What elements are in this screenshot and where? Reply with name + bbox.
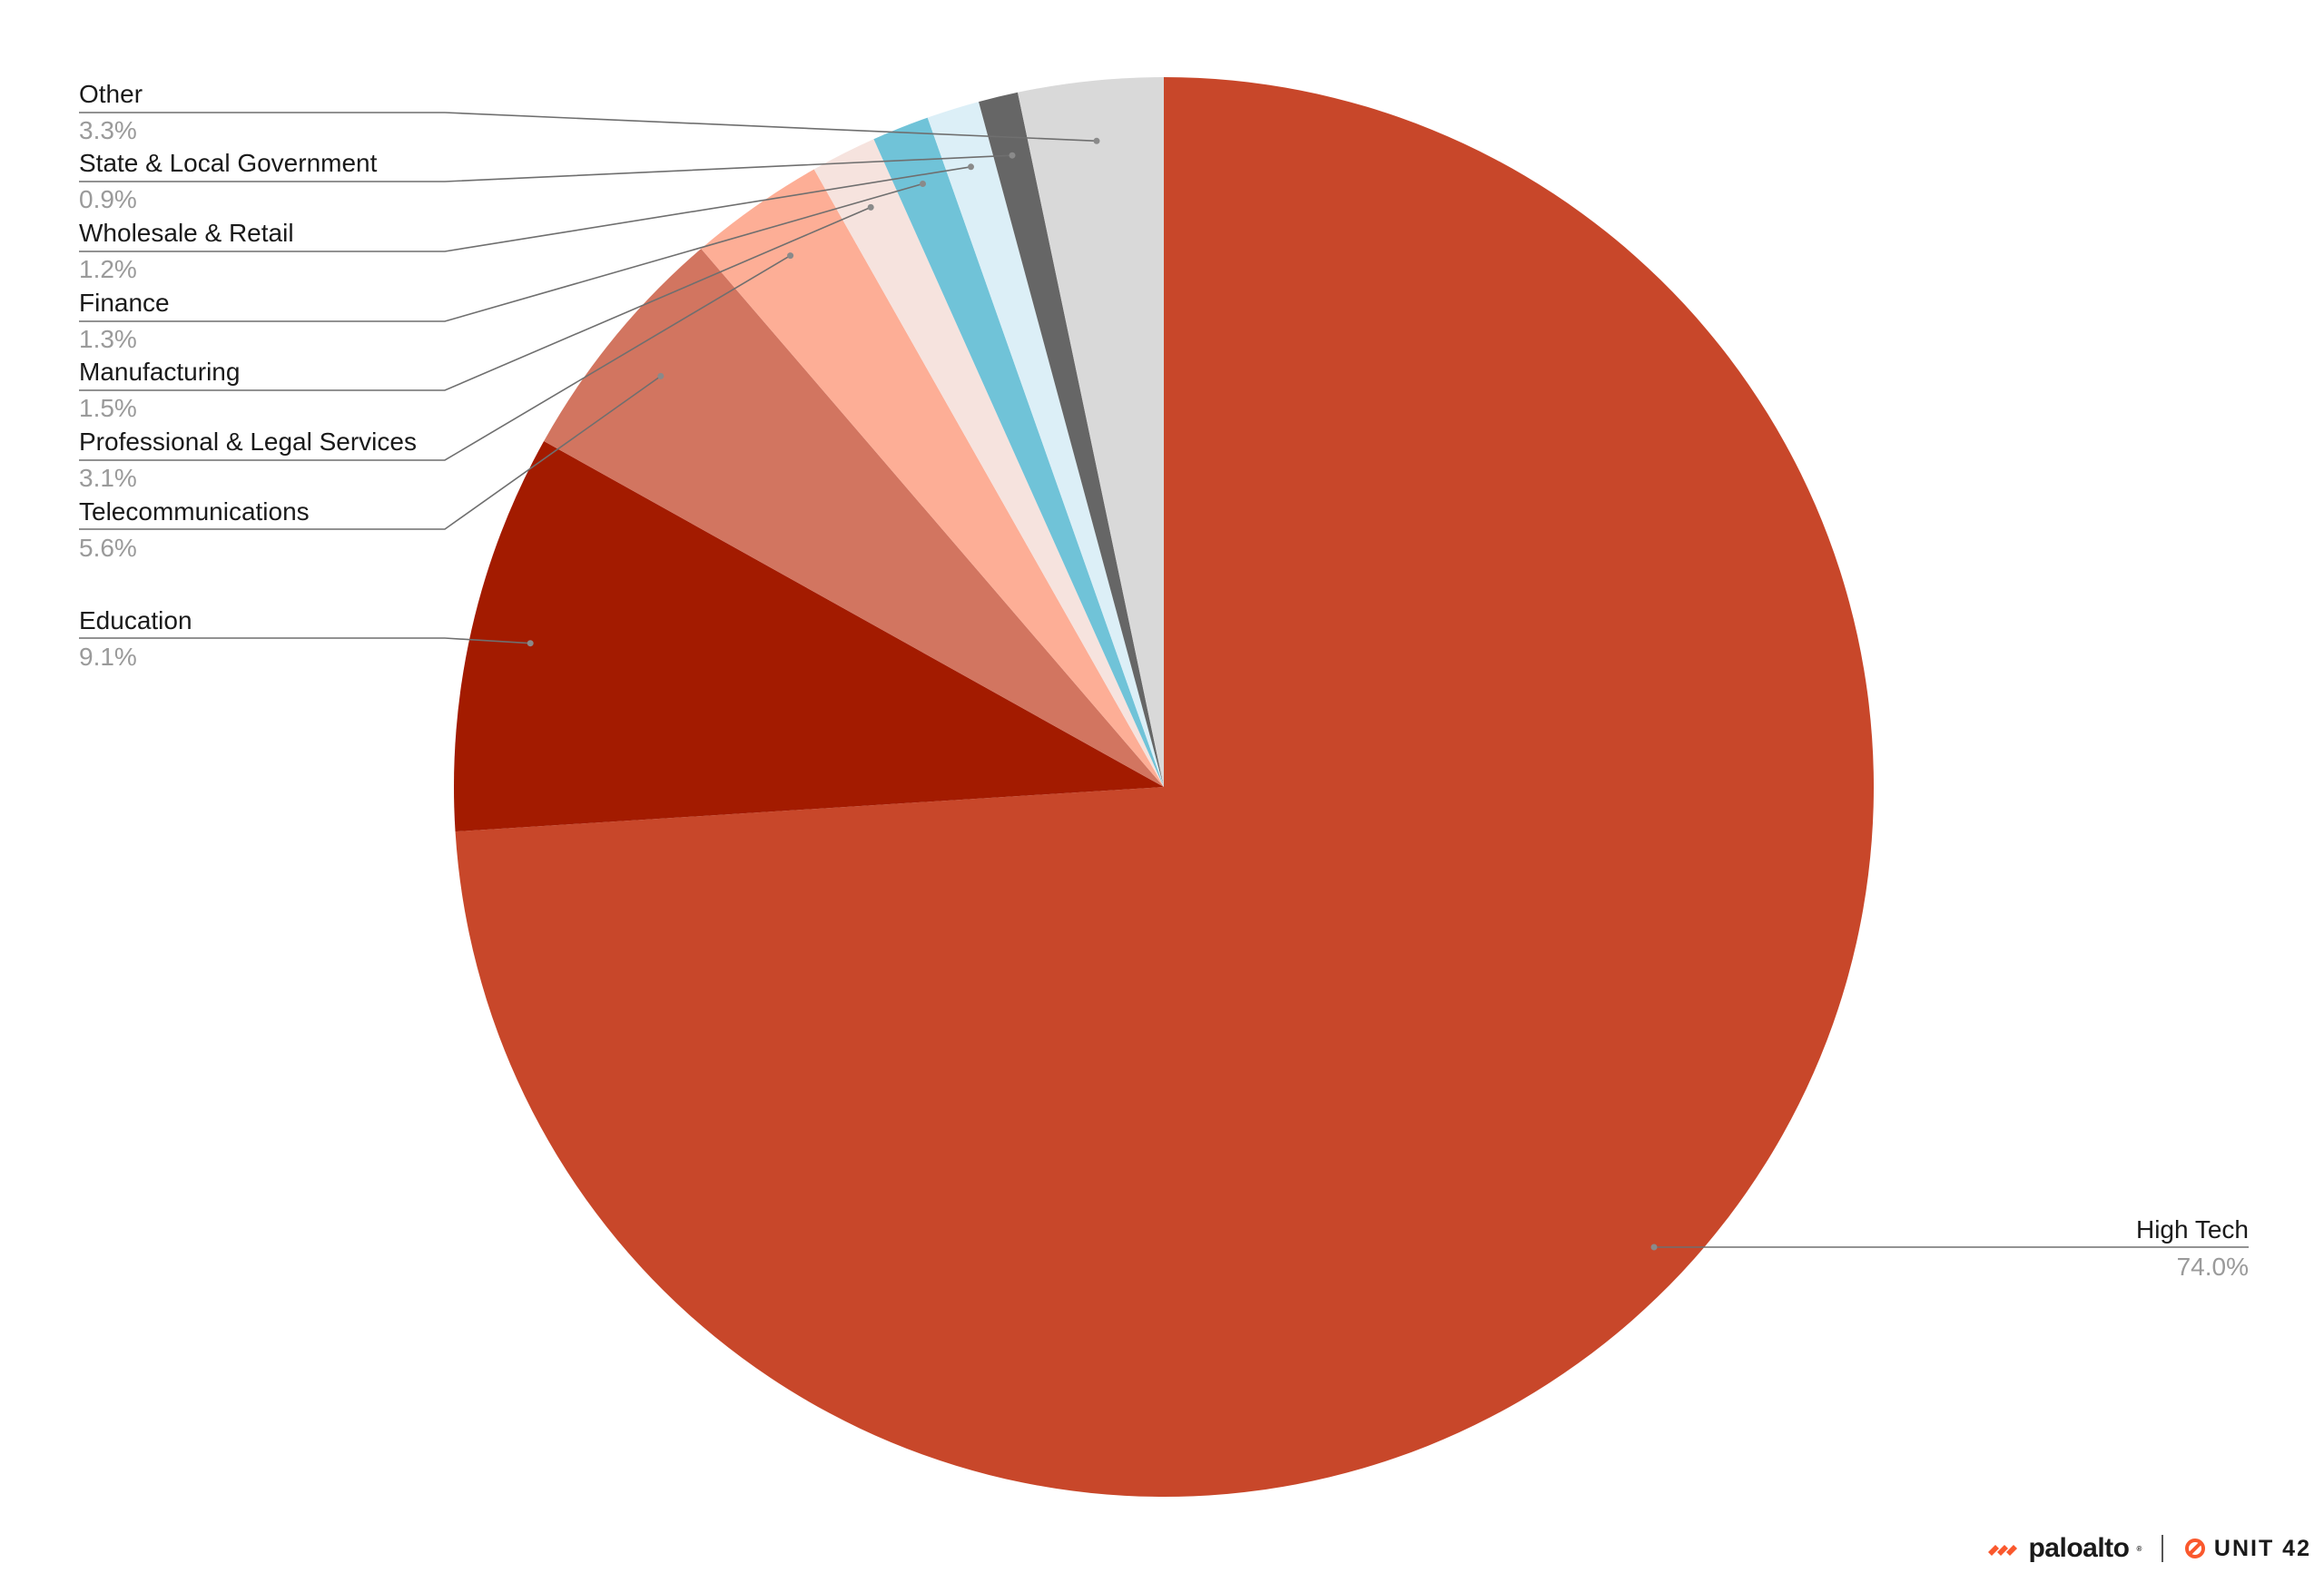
slice-labels: Other 3.3% State & Local Government 0.9% Who… [79,80,2249,1281]
value-finance: 1.3% [79,325,137,353]
leader-manufacturing [79,206,872,391]
slice-state-and-local-government [979,92,1164,787]
label-other: Other [79,80,143,108]
leader-state-and-local-government [79,154,1013,182]
value-wholesale-and-retail: 1.2% [79,255,137,283]
slice-wholesale-and-retail [927,102,1164,787]
paloalto-wordmark: paloalto [2028,1533,2130,1563]
dot-telecommunications [657,372,665,379]
leader-telecommunications [79,375,662,530]
paloalto-mark-icon [1988,1545,2018,1556]
value-state-and-local-government: 0.9% [79,185,137,213]
label-manufacturing: Manufacturing [79,358,240,386]
leader-lines [79,112,2249,1251]
dot-high-tech [1650,1244,1658,1251]
unit42-mark-icon [2184,1539,2205,1558]
label-state-and-local-government: State & Local Government [79,149,378,177]
value-manufacturing: 1.5% [79,394,137,422]
leader-wholesale-and-retail [79,166,971,252]
footer-logos: paloalto ® UNIT 42 [1986,1533,2311,1564]
dot-wholesale-and-retail [968,163,974,171]
unit42-wordmark: UNIT 42 [2213,1535,2311,1561]
dot-education [527,640,534,647]
slice-professional-and-legal-services [701,169,1164,787]
label-education: Education [79,606,192,634]
leader-education [79,637,531,644]
dot-other [1093,137,1100,144]
value-telecommunications: 5.6% [79,534,137,562]
slice-manufacturing [813,139,1164,787]
value-education: 9.1% [79,643,137,671]
label-wholesale-and-retail: Wholesale & Retail [79,219,294,247]
slice-other [1018,77,1164,787]
label-finance: Finance [79,289,170,317]
slice-education [453,440,1165,832]
footer-divider [2161,1535,2163,1562]
slice-telecommunications [544,248,1164,788]
dot-professional-and-legal-services [787,252,794,260]
slice-high-tech [455,77,1874,1497]
leader-professional-and-legal-services [79,254,792,461]
value-professional-and-legal-services: 3.1% [79,464,137,492]
label-telecommunications: Telecommunications [79,497,310,526]
paloalto-logo: paloalto ® [1986,1533,2142,1564]
dot-state-and-local-government [1009,152,1016,159]
label-professional-and-legal-services: Professional & Legal Services [79,428,417,456]
pie-slices [453,77,1874,1497]
dot-finance [920,181,926,187]
label-high-tech: High Tech [2136,1215,2249,1244]
leader-other [79,112,1098,143]
unit42-logo: UNIT 42 [2183,1536,2311,1562]
value-other: 3.3% [79,116,137,144]
leader-finance [79,182,923,322]
value-high-tech: 74.0% [2177,1253,2249,1281]
dot-manufacturing [867,203,874,211]
slice-finance [873,117,1164,787]
